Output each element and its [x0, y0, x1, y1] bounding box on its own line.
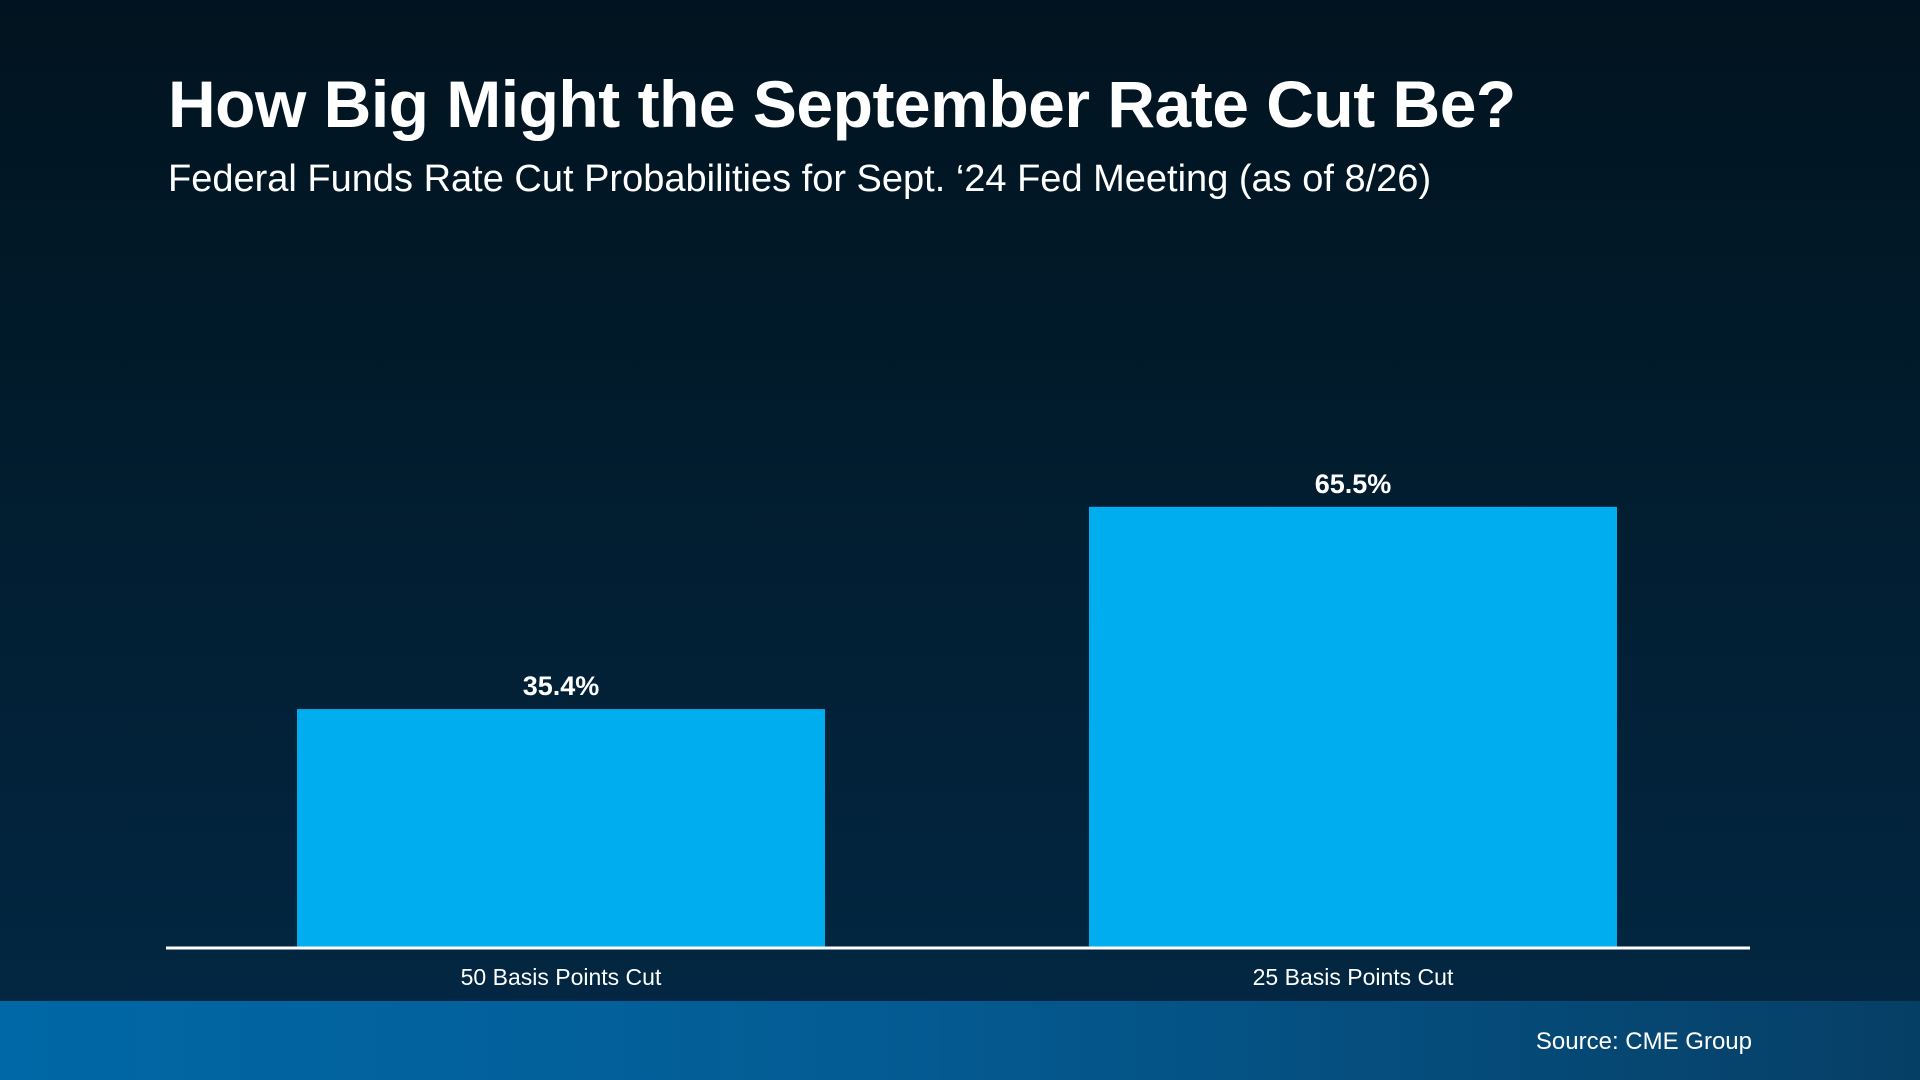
chart-subtitle: Federal Funds Rate Cut Probabilities for…: [168, 158, 1432, 200]
bar-chart: 35.4% 50 Basis Points Cut 65.5% 25 Basis Po…: [297, 469, 1617, 990]
bar-1: [297, 709, 825, 947]
chart-title: How Big Might the September Rate Cut Be?: [168, 67, 1516, 141]
footer-band: [0, 1001, 1920, 1080]
data-label-2: 65.5%: [1315, 469, 1392, 499]
data-label-1: 35.4%: [523, 671, 600, 701]
source-note: Source: CME Group: [1535, 1028, 1752, 1055]
bar-2: [1089, 506, 1617, 947]
category-label-2: 25 Basis Points Cut: [1253, 964, 1454, 990]
category-label-1: 50 Basis Points Cut: [461, 964, 662, 990]
